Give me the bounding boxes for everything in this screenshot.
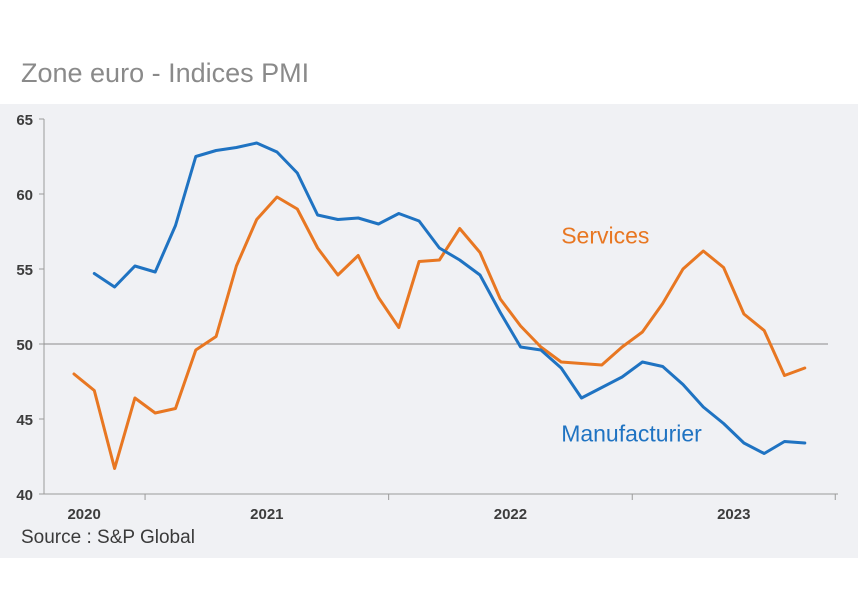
chart-title: Zone euro - Indices PMI: [21, 58, 310, 88]
x-tick-label: 2020: [67, 506, 100, 523]
series-line-services: [72, 195, 807, 470]
y-tick-label: 55: [16, 262, 33, 279]
y-tick-label: 45: [16, 412, 33, 429]
x-tick-label: 2023: [717, 506, 750, 523]
y-tick-label: 40: [16, 487, 33, 504]
y-tick-label: 50: [16, 337, 33, 354]
y-tick-label: 65: [16, 112, 33, 129]
series-points-manufacturier: [93, 142, 807, 456]
series-line-manufacturier: [92, 141, 807, 455]
y-tick-label: 60: [16, 187, 33, 204]
series-label-services: Services: [561, 223, 649, 249]
plot-background: [0, 104, 858, 558]
x-tick-label: 2022: [494, 506, 527, 523]
x-tick-label: 2021: [250, 506, 283, 523]
series-label-manufacturier: Manufacturier: [561, 421, 702, 447]
chart-source: Source : S&P Global: [21, 527, 195, 548]
